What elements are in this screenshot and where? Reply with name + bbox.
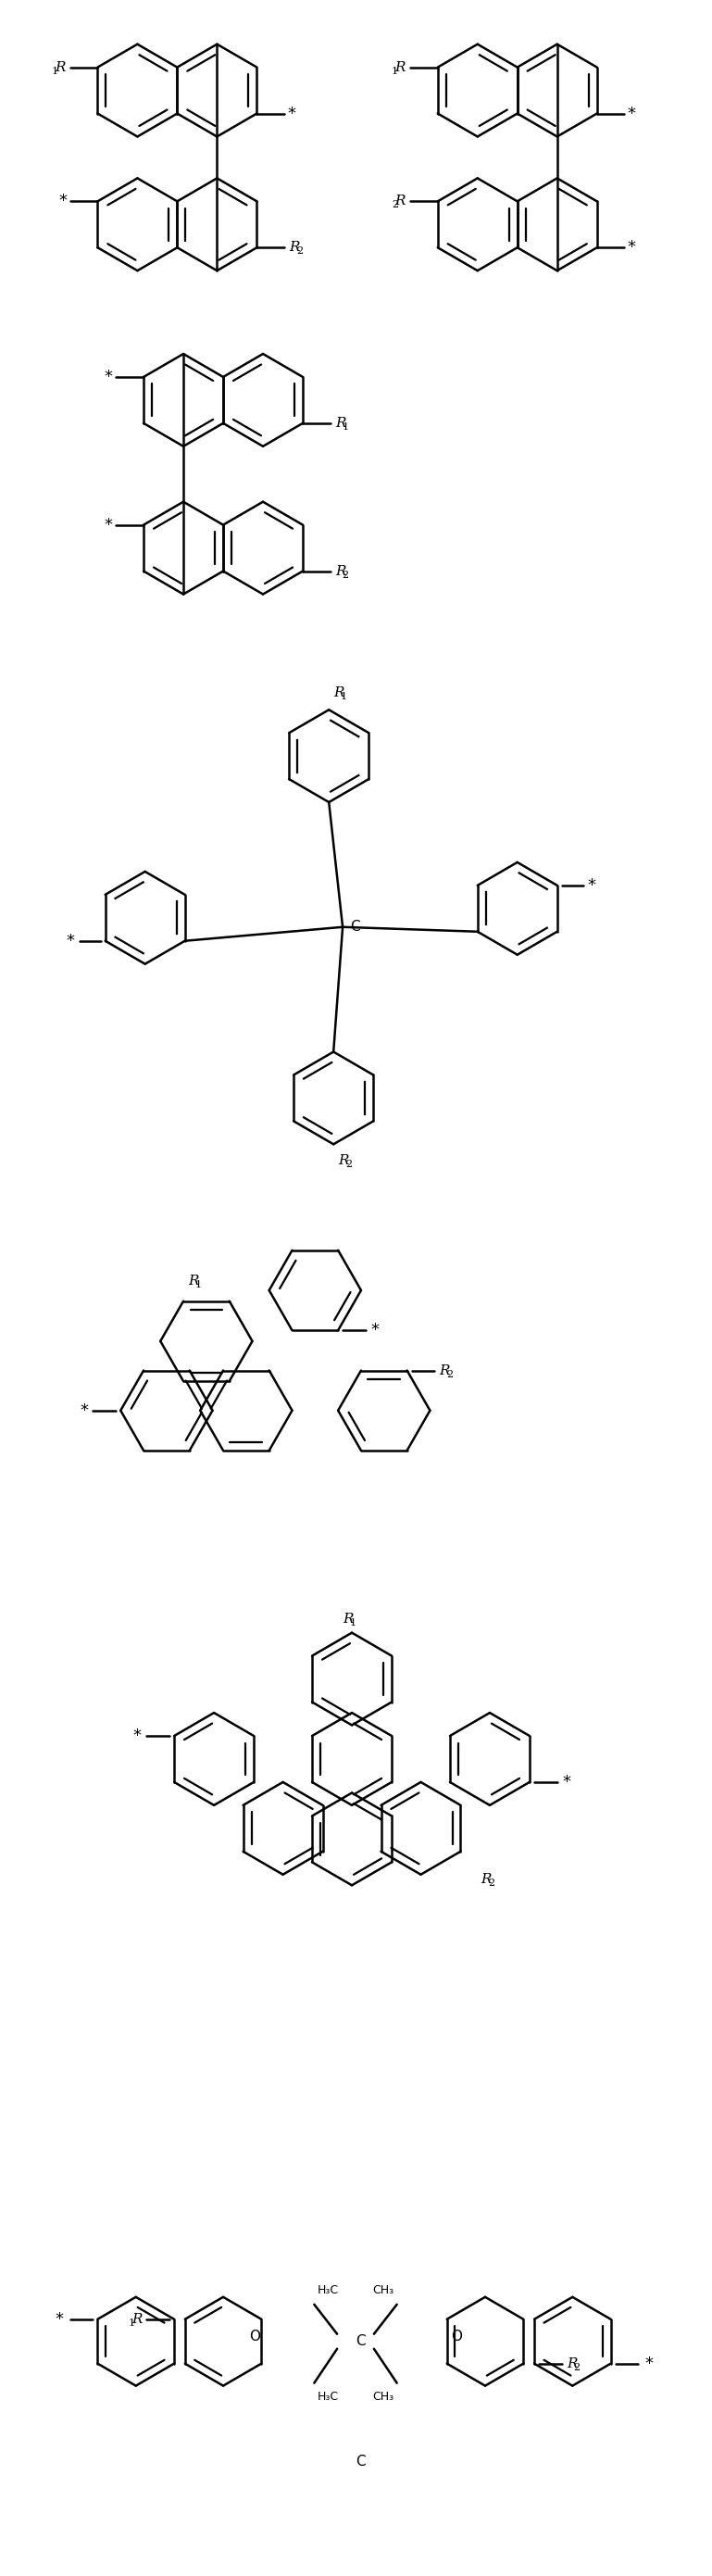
Text: 2: 2	[345, 1159, 352, 1170]
Text: 1: 1	[195, 1280, 202, 1291]
Text: O: O	[451, 2329, 462, 2344]
Text: R: R	[335, 564, 345, 577]
Text: *: *	[58, 193, 67, 209]
Text: 1: 1	[350, 1618, 357, 1628]
Text: 2: 2	[574, 2362, 580, 2372]
Text: 1: 1	[51, 67, 58, 75]
Text: R: R	[567, 2357, 577, 2370]
Text: 2: 2	[296, 247, 303, 255]
Text: *: *	[588, 876, 596, 894]
Text: R: R	[338, 1154, 349, 1167]
Text: 2: 2	[446, 1370, 453, 1378]
Text: 1: 1	[392, 67, 398, 75]
Text: R: R	[439, 1363, 450, 1378]
Text: *: *	[105, 368, 112, 386]
Text: R: R	[55, 62, 66, 75]
Text: C: C	[355, 2334, 365, 2349]
Text: H₃C: H₃C	[318, 2285, 339, 2298]
Text: 2: 2	[342, 569, 349, 580]
Text: R: R	[481, 1873, 491, 1886]
Text: *: *	[288, 106, 296, 121]
Text: *: *	[371, 1321, 379, 1340]
Text: *: *	[628, 106, 636, 121]
Text: CH₃: CH₃	[372, 2391, 394, 2403]
Text: CH₃: CH₃	[372, 2285, 394, 2298]
Text: 1: 1	[341, 693, 347, 701]
Text: *: *	[105, 518, 112, 533]
Text: R: R	[335, 417, 345, 430]
Text: C: C	[355, 2455, 365, 2468]
Text: R: R	[333, 688, 344, 701]
Text: R: R	[395, 62, 406, 75]
Text: C: C	[350, 920, 360, 935]
Text: H₃C: H₃C	[318, 2391, 339, 2403]
Text: R: R	[395, 196, 406, 209]
Text: 2: 2	[392, 201, 398, 209]
Text: *: *	[628, 240, 636, 255]
Text: 1: 1	[342, 422, 349, 433]
Text: *: *	[80, 1401, 88, 1419]
Text: R: R	[289, 242, 300, 255]
Text: *: *	[562, 1775, 570, 1790]
Text: 1: 1	[128, 2318, 135, 2329]
Text: O: O	[249, 2329, 260, 2344]
Text: *: *	[55, 2311, 63, 2329]
Text: *: *	[66, 933, 75, 948]
Text: *: *	[133, 1728, 142, 1744]
Text: R: R	[188, 1275, 199, 1288]
Text: R: R	[342, 1613, 353, 1625]
Text: 2: 2	[488, 1878, 495, 1888]
Text: *: *	[645, 2354, 654, 2372]
Text: R: R	[131, 2313, 142, 2326]
